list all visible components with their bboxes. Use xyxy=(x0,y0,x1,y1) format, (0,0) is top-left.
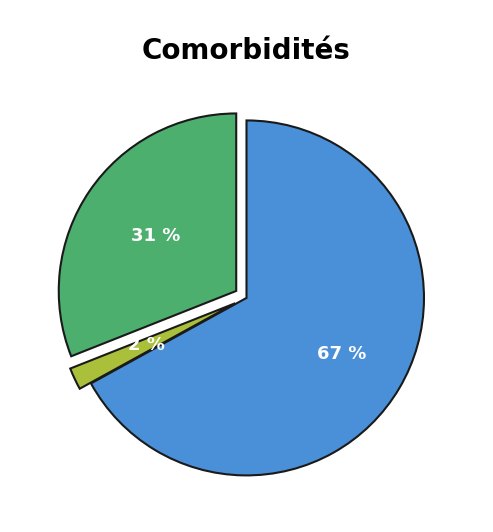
Text: 67 %: 67 % xyxy=(317,345,366,363)
Wedge shape xyxy=(91,120,424,476)
Text: 31 %: 31 % xyxy=(131,227,180,245)
Text: 2 %: 2 % xyxy=(129,336,165,354)
Wedge shape xyxy=(70,303,235,389)
Title: Comorbidités: Comorbidités xyxy=(142,37,351,65)
Wedge shape xyxy=(59,113,236,356)
